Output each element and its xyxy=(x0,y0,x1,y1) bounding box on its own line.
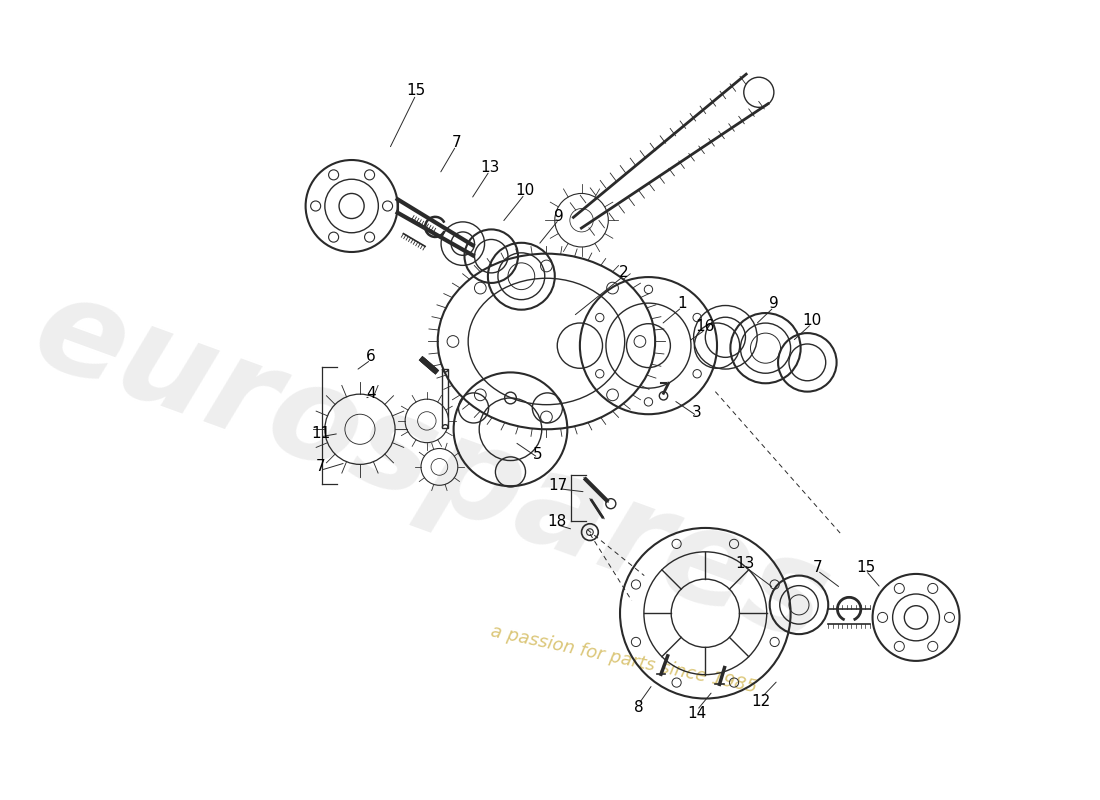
Text: 17: 17 xyxy=(549,478,568,493)
Text: 8: 8 xyxy=(634,700,643,715)
Text: 15: 15 xyxy=(856,560,876,574)
Text: 1: 1 xyxy=(678,296,686,311)
Text: 16: 16 xyxy=(695,319,715,334)
Text: 7: 7 xyxy=(451,135,461,150)
Text: 5: 5 xyxy=(534,447,543,462)
Text: 14: 14 xyxy=(688,706,706,721)
Text: 12: 12 xyxy=(751,694,771,709)
Text: 9: 9 xyxy=(769,296,779,311)
Text: 7: 7 xyxy=(813,560,822,574)
Text: eurospares: eurospares xyxy=(18,265,845,670)
Text: 3: 3 xyxy=(692,405,702,420)
Text: 13: 13 xyxy=(735,555,755,570)
Text: 13: 13 xyxy=(480,160,499,175)
Bar xyxy=(442,369,448,427)
Text: 18: 18 xyxy=(547,514,567,529)
Text: 9: 9 xyxy=(554,209,564,223)
Text: 2: 2 xyxy=(618,266,628,280)
Text: 6: 6 xyxy=(366,349,376,364)
Text: 11: 11 xyxy=(311,426,330,441)
Text: 15: 15 xyxy=(406,83,426,98)
Text: 7: 7 xyxy=(316,459,326,474)
Text: a passion for parts since 1985: a passion for parts since 1985 xyxy=(488,622,758,696)
Text: 10: 10 xyxy=(802,313,821,328)
Text: 4: 4 xyxy=(366,386,375,401)
Text: 10: 10 xyxy=(515,183,535,198)
